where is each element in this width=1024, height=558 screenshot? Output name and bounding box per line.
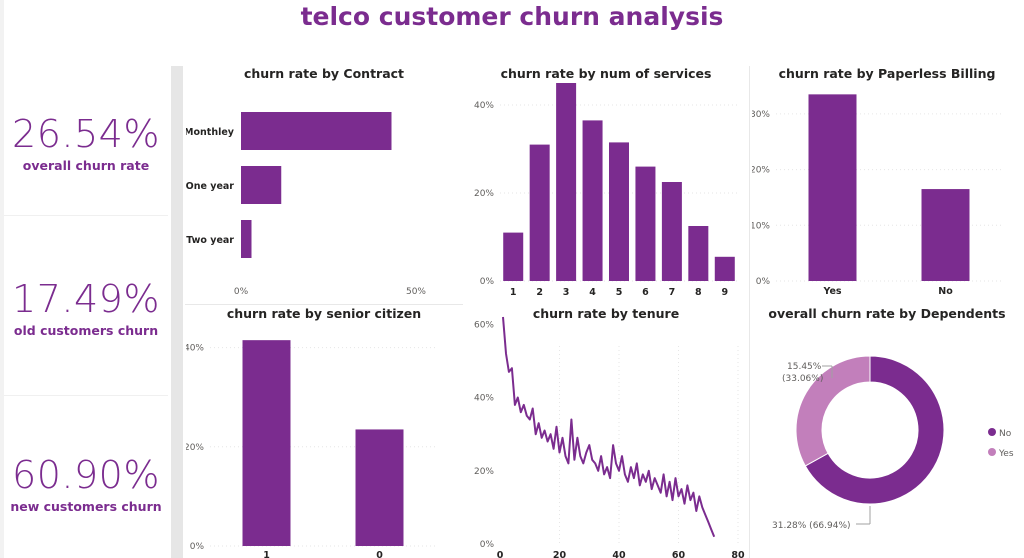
left-separator-bar [171,66,183,558]
tick-label: 20% [752,166,770,176]
senior-chart: 0% 20% 40% 1 0 [186,340,436,558]
paperless-chart-panel[interactable]: churn rate by Paperless Billing 0% 10% 20%… [752,66,1022,302]
kpi-label: overall churn rate [22,158,150,173]
category-label: One year [186,181,234,192]
panel-divider [749,66,750,558]
kpi-separator [4,215,168,216]
kpi-old-customers-churn: 17.49% old customers churn [4,277,168,338]
category-label: 1 [263,550,270,558]
tick-label: 80 [731,550,745,558]
tick-label: 40% [186,344,204,354]
bar [355,429,404,546]
bar [688,226,709,281]
tenure-chart: 0% 20% 40% 60% 0 20 40 60 80 [474,316,745,558]
category-label: 0 [376,550,383,558]
chart-title: churn rate by Paperless Billing [778,66,996,81]
page-title: telco customer churn analysis [300,2,724,31]
bar [609,142,629,281]
bar [241,166,282,204]
tick-label: 0% [480,540,495,550]
bar [582,120,603,282]
bar [529,144,550,281]
dependents-chart: 31.28% (66.94%) 15.45% (33.06%) No Yes [772,355,1014,531]
tick-label: 40% [474,394,494,404]
pie-slice [795,355,871,467]
slice-label: 31.28% (66.94%) [772,521,851,531]
kpi-overall-churn: 26.54% overall churn rate [4,112,168,173]
bar [808,94,857,281]
bar [241,220,252,258]
bar [241,112,392,150]
tick-label: 0% [480,277,495,287]
tenure-chart-panel[interactable]: churn rate by tenure 0% 20% 40% 60% 0 20 40 60 8… [466,306,746,558]
kpi-label: old customers churn [13,323,159,338]
slice-label: 15.45% [787,362,822,372]
dependents-chart-panel[interactable]: overall churn rate by Dependents 31.28% … [752,306,1022,558]
category-label: 8 [695,287,702,298]
tick-label: 0% [234,287,249,297]
contract-chart: Monthley One year Two year 0% 50% [186,112,426,297]
senior-chart-panel[interactable]: churn rate by senior citizen 0% 20% 40% 1 0 [186,306,462,558]
kpi-value: 26.54% [12,112,160,156]
services-chart-panel[interactable]: churn rate by num of services 0% 20% 40% 1 2… [466,66,746,302]
paperless-chart: 0% 10% 20% 30% Yes No [752,94,1002,297]
chart-title: churn rate by Contract [243,66,405,81]
category-label: 3 [563,287,570,298]
category-label: 6 [642,287,649,298]
category-label: 9 [721,287,728,298]
tick-label: 60 [672,550,686,558]
tick-label: 40 [612,550,626,558]
tick-label: 20% [474,189,494,199]
category-label: 1 [510,287,517,298]
category-label: 5 [616,287,623,298]
tick-label: 40% [474,101,494,111]
legend-marker [988,448,996,456]
legend-label: Yes [998,449,1014,459]
bar [921,189,970,281]
kpi-value: 17.49% [12,277,160,321]
tick-label: 60% [474,320,494,330]
left-edge [0,0,4,558]
category-label: Two year [186,235,234,246]
tick-label: 0% [756,277,771,287]
kpi-separator [4,395,168,396]
tick-label: 0 [497,550,504,558]
bar [661,182,682,281]
contract-chart-panel[interactable]: churn rate by Contract Monthley One year T… [186,66,462,302]
category-label: No [938,286,953,297]
series-line [502,316,716,538]
bar [503,232,524,281]
tick-label: 0% [190,542,205,552]
tick-label: 20% [186,443,204,453]
pie-slice [804,355,945,505]
category-label: 4 [589,287,596,298]
legend-marker [988,428,996,436]
chart-title: overall churn rate by Dependents [768,306,1006,321]
category-label: Yes [822,286,841,297]
bar [635,166,656,281]
chart-title: churn rate by senior citizen [226,306,422,321]
tick-label: 20 [553,550,567,558]
bar [714,256,735,281]
bar [242,340,291,546]
kpi-new-customers-churn: 60.90% new customers churn [4,453,168,514]
legend-label: No [999,429,1012,439]
panel-divider [185,304,463,305]
chart-title: churn rate by num of services [500,66,712,81]
bar [556,83,577,281]
tick-label: 30% [752,110,770,120]
slice-label: (33.06%) [782,374,823,384]
category-label: Monthley [186,127,235,138]
services-chart: 0% 20% 40% 1 2 3 4 5 6 7 8 9 [474,83,738,298]
category-label: 7 [669,287,676,298]
tick-label: 20% [474,467,494,477]
tick-label: 10% [752,221,770,231]
tick-label: 50% [406,287,426,297]
category-label: 2 [536,287,543,298]
kpi-label: new customers churn [10,499,162,514]
chart-title: churn rate by tenure [532,306,680,321]
kpi-value: 60.90% [12,453,160,497]
